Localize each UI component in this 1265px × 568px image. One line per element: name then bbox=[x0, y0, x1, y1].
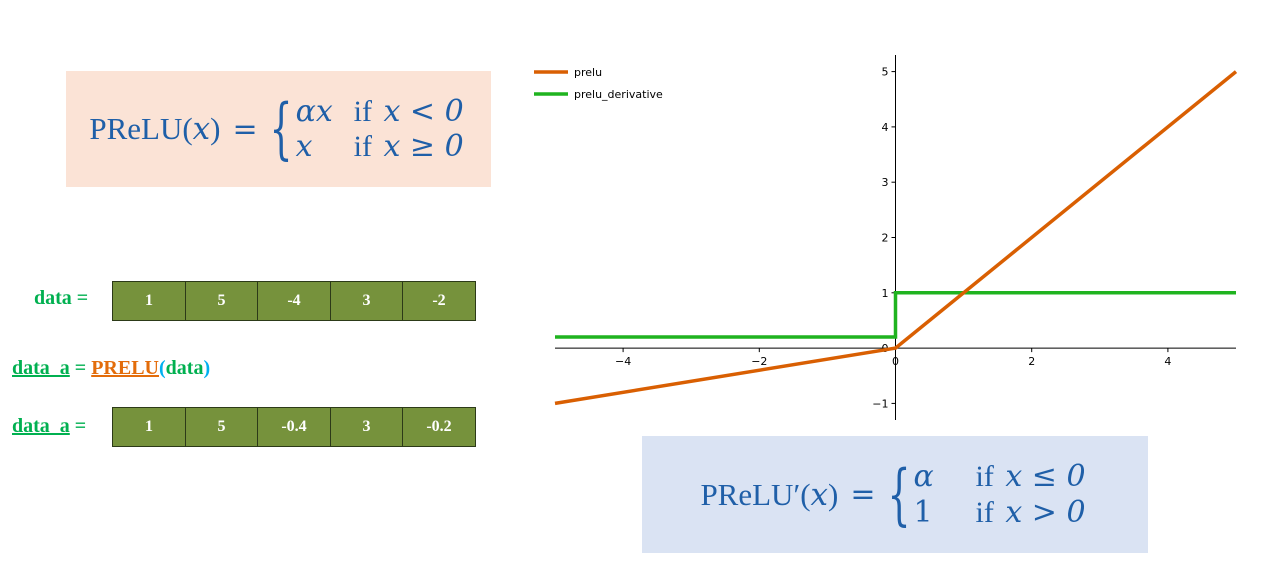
brace: { bbox=[886, 455, 911, 533]
formula-fn: PReLU′ bbox=[700, 476, 801, 512]
array-cell: 5 bbox=[184, 407, 259, 447]
formula-cases: αx if x < 0 x if x ≥ 0 bbox=[296, 94, 468, 165]
series-line-prelu-derivative bbox=[555, 291, 1236, 339]
array-cell: 3 bbox=[329, 281, 404, 321]
formula-case: x if x ≥ 0 bbox=[295, 129, 464, 164]
legend-label: prelu bbox=[574, 66, 602, 79]
y-tick-label: 5 bbox=[882, 66, 889, 79]
formula-case: 1 if x > 0 bbox=[913, 494, 1086, 530]
array-cell: 3 bbox=[329, 407, 404, 447]
y-tick-label: 4 bbox=[882, 121, 889, 134]
prelu-derivative-formula-box: PReLU′(x) = { α if x ≤ 0 1 if x > 0 bbox=[642, 436, 1148, 553]
x-tick-label: 0 bbox=[892, 355, 899, 368]
formula-arg: x bbox=[192, 111, 211, 147]
x-tick-label: 4 bbox=[1164, 355, 1171, 368]
array-cell: -0.2 bbox=[402, 407, 476, 447]
y-tick-label: −1 bbox=[872, 397, 888, 410]
formula-arg: x bbox=[810, 476, 829, 513]
brace: { bbox=[269, 90, 293, 167]
series-line-prelu bbox=[554, 70, 1238, 406]
prelu-call-line: data_a = PRELU(data) bbox=[12, 357, 211, 379]
result-label: data_a = bbox=[12, 415, 87, 437]
x-tick-label: 2 bbox=[1028, 355, 1035, 368]
y-tick-label: 3 bbox=[882, 176, 889, 189]
prelu-formula-box: PReLU(x) = { αx if x < 0 x if x ≥ 0 bbox=[66, 71, 491, 187]
array-cell: -2 bbox=[402, 281, 476, 321]
array-cell: 1 bbox=[112, 407, 186, 447]
array-cell: 5 bbox=[184, 281, 259, 321]
array-cell: 1 bbox=[112, 281, 186, 321]
formula-case: αx if x < 0 bbox=[295, 93, 464, 129]
prelu-formula: PReLU(x) = { αx if x < 0 x if x ≥ 0 bbox=[89, 94, 467, 165]
data-array: 1 5 -4 3 -2 bbox=[112, 281, 476, 321]
result-array: 1 5 -0.4 3 -0.2 bbox=[112, 407, 476, 447]
x-tick-label: −2 bbox=[751, 355, 767, 368]
legend-label: prelu_derivative bbox=[574, 88, 663, 101]
y-tick-label: 1 bbox=[882, 287, 889, 300]
array-cell: -4 bbox=[257, 281, 331, 321]
prelu-function-name: PRELU bbox=[91, 357, 159, 379]
formula-cases: α if x ≤ 0 1 if x > 0 bbox=[914, 459, 1090, 530]
formula-fn: PReLU bbox=[89, 111, 183, 146]
x-tick-label: −4 bbox=[615, 355, 631, 368]
prelu-derivative-formula: PReLU′(x) = { α if x ≤ 0 1 if x > 0 bbox=[700, 459, 1089, 530]
array-cell: -0.4 bbox=[257, 407, 331, 447]
y-tick-label: 2 bbox=[882, 232, 889, 245]
data-label: data = bbox=[34, 287, 89, 309]
formula-case: α if x ≤ 0 bbox=[913, 459, 1086, 495]
